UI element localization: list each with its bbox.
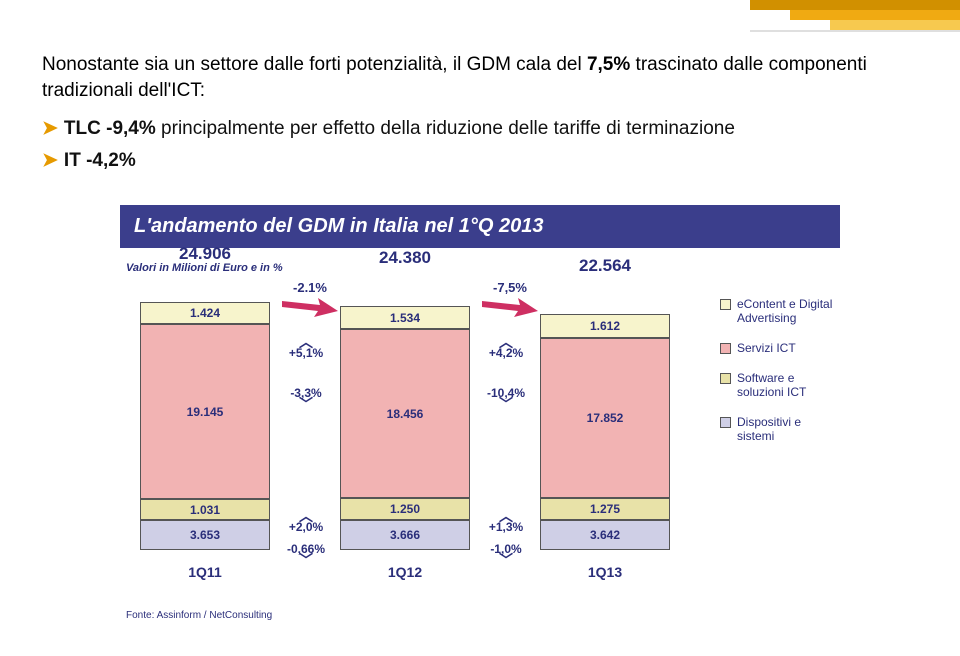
- chart-column: 24.3801.53418.4561.2503.6661Q12: [340, 306, 470, 578]
- caret-up-icon: ︿: [276, 338, 336, 346]
- trend-arrow-label: -2.1%: [293, 280, 327, 295]
- connector-label: ︿+1,3%: [476, 512, 536, 534]
- bullet-rest: principalmente per effetto della riduzio…: [156, 118, 735, 139]
- bullet-item: ➤ TLC -9,4% principalmente per effetto de…: [42, 115, 918, 143]
- bullet-icon: ➤: [42, 118, 58, 139]
- chart-column: 24.9061.42419.1451.0313.6531Q11: [140, 302, 270, 578]
- corner-stripe: [750, 0, 960, 30]
- column-xlabel: 1Q12: [340, 564, 470, 580]
- segment-servizi: 18.456: [340, 329, 470, 498]
- chart-title: L'andamento del GDM in Italia nel 1°Q 20…: [120, 205, 840, 248]
- intro-paragraph: Nonostante sia un settore dalle forti po…: [42, 52, 918, 103]
- segment-econtent: 1.612: [540, 314, 670, 338]
- bullet-bold: IT -4,2%: [64, 150, 136, 171]
- caret-up-icon: ︿: [276, 512, 336, 520]
- caret-down-icon: ﹀: [476, 400, 536, 408]
- legend-label: Servizi ICT: [737, 341, 796, 355]
- legend-item: eContent e Digital Advertising: [720, 297, 836, 325]
- chart-source: Fonte: Assinform / NetConsulting: [126, 610, 840, 621]
- caret-down-icon: ﹀: [476, 556, 536, 564]
- connector-label: -3,3%﹀: [276, 386, 336, 408]
- chart-column: 22.5641.61217.8521.2753.6421Q13: [540, 314, 670, 578]
- legend-item: Servizi ICT: [720, 341, 836, 355]
- legend-swatch: [720, 417, 731, 428]
- legend-label: Dispositivi e sistemi: [737, 415, 836, 443]
- intro-prefix: Nonostante sia un settore dalle forti po…: [42, 54, 587, 75]
- connector-value: +1,3%: [476, 520, 536, 534]
- segment-servizi: 17.852: [540, 338, 670, 498]
- connector-value: +2,0%: [276, 520, 336, 534]
- segment-econtent: 1.424: [140, 302, 270, 324]
- trend-arrow: -2.1%: [282, 280, 338, 319]
- legend-item: Software e soluzioni ICT: [720, 371, 836, 399]
- connector-label: -0,66%﹀: [276, 542, 336, 564]
- connector-label: -10,4%﹀: [476, 386, 536, 408]
- bullet-bold: TLC -9,4%: [64, 118, 156, 139]
- segment-servizi: 19.145: [140, 324, 270, 499]
- column-total: 24.380: [340, 248, 470, 268]
- legend-swatch: [720, 343, 731, 354]
- legend-label: eContent e Digital Advertising: [737, 297, 836, 325]
- legend-item: Dispositivi e sistemi: [720, 415, 836, 443]
- legend-swatch: [720, 299, 731, 310]
- column-total: 22.564: [540, 256, 670, 276]
- column-stack: 1.42419.1451.0313.653: [140, 302, 270, 550]
- legend-swatch: [720, 373, 731, 384]
- segment-econtent: 1.534: [340, 306, 470, 329]
- bullet-icon: ➤: [42, 150, 58, 171]
- connector-label: ︿+4,2%: [476, 338, 536, 360]
- intro-pct: 7,5%: [587, 54, 630, 75]
- arrow-icon: [282, 297, 338, 319]
- column-stack: 1.53418.4561.2503.666: [340, 306, 470, 550]
- segment-disp: 3.653: [140, 520, 270, 550]
- caret-up-icon: ︿: [476, 338, 536, 346]
- slide-content: Nonostante sia un settore dalle forti po…: [42, 52, 918, 174]
- connector-label: -1,0%﹀: [476, 542, 536, 564]
- column-stack: 1.61217.8521.2753.642: [540, 314, 670, 550]
- connector-value: +4,2%: [476, 346, 536, 360]
- column-total: 24.906: [140, 244, 270, 264]
- trend-arrow: -7,5%: [482, 280, 538, 319]
- caret-up-icon: ︿: [476, 512, 536, 520]
- bullet-list: ➤ TLC -9,4% principalmente per effetto de…: [42, 115, 918, 174]
- caret-down-icon: ﹀: [276, 400, 336, 408]
- connector-label: ︿+5,1%: [276, 338, 336, 360]
- chart-legend: eContent e Digital Advertising Servizi IC…: [720, 297, 836, 459]
- column-xlabel: 1Q11: [140, 564, 270, 580]
- connector-value: +5,1%: [276, 346, 336, 360]
- bullet-item: ➤ IT -4,2%: [42, 147, 918, 175]
- segment-disp: 3.642: [540, 520, 670, 550]
- segment-software: 1.275: [540, 498, 670, 520]
- segment-software: 1.250: [340, 498, 470, 520]
- trend-arrow-label: -7,5%: [493, 280, 527, 295]
- connector-label: ︿+2,0%: [276, 512, 336, 534]
- arrow-icon: [482, 297, 538, 319]
- legend-label: Software e soluzioni ICT: [737, 371, 836, 399]
- column-xlabel: 1Q13: [540, 564, 670, 580]
- chart-container: L'andamento del GDM in Italia nel 1°Q 20…: [120, 205, 840, 650]
- segment-software: 1.031: [140, 499, 270, 520]
- caret-down-icon: ﹀: [276, 556, 336, 564]
- segment-disp: 3.666: [340, 520, 470, 550]
